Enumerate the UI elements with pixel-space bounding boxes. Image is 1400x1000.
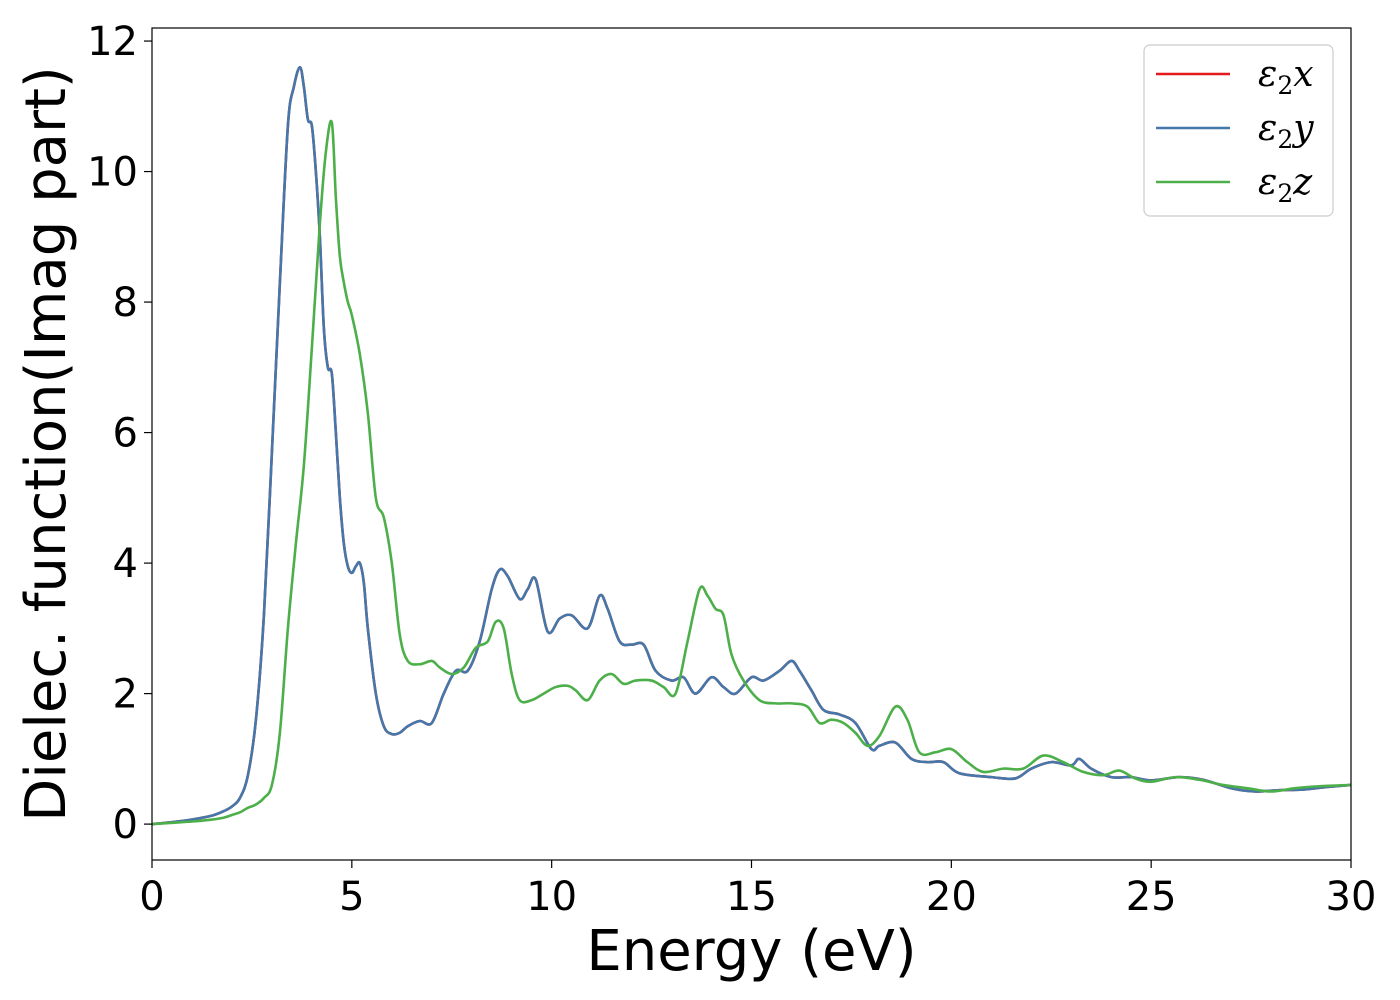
x-axis-title: Energy (eV) (586, 919, 916, 984)
y-axis-title: Dielec. function(Imag part) (14, 66, 79, 822)
x-tick-label: 5 (339, 874, 364, 920)
legend: ε2x ε2y ε2z (1143, 44, 1334, 217)
legend-item-y: ε2y (1156, 108, 1314, 154)
legend-label: ε2y (1258, 108, 1314, 154)
x-tick-label: 25 (1126, 874, 1177, 920)
x-tick-label: 15 (726, 874, 777, 920)
x-tick-label: 10 (526, 874, 577, 920)
x-tick-label: 20 (926, 874, 977, 920)
x-tick-label: 0 (139, 874, 164, 920)
y-tick-label: 4 (113, 541, 138, 587)
x-tick-label: 30 (1326, 874, 1377, 920)
legend-item-z: ε2z (1156, 162, 1313, 208)
y-tick-label: 2 (113, 672, 138, 718)
y-tick-label: 10 (87, 150, 138, 196)
series-line-y (152, 65, 1351, 826)
plot-area (151, 27, 1352, 861)
y-tick-label: 12 (87, 19, 138, 65)
y-tick-label: 8 (113, 280, 138, 326)
x-axis: 0 5 10 15 20 25 30 (139, 860, 1376, 920)
y-tick-label: 0 (113, 802, 138, 848)
series-lines (152, 65, 1351, 826)
y-axis: 0 2 4 6 8 10 12 (87, 19, 152, 848)
legend-label: ε2x (1258, 54, 1314, 100)
series-line-z (152, 119, 1351, 826)
legend-item-x: ε2x (1156, 54, 1314, 100)
legend-box (1143, 44, 1334, 217)
y-tick-label: 6 (113, 411, 138, 457)
legend-label: ε2z (1258, 162, 1313, 208)
